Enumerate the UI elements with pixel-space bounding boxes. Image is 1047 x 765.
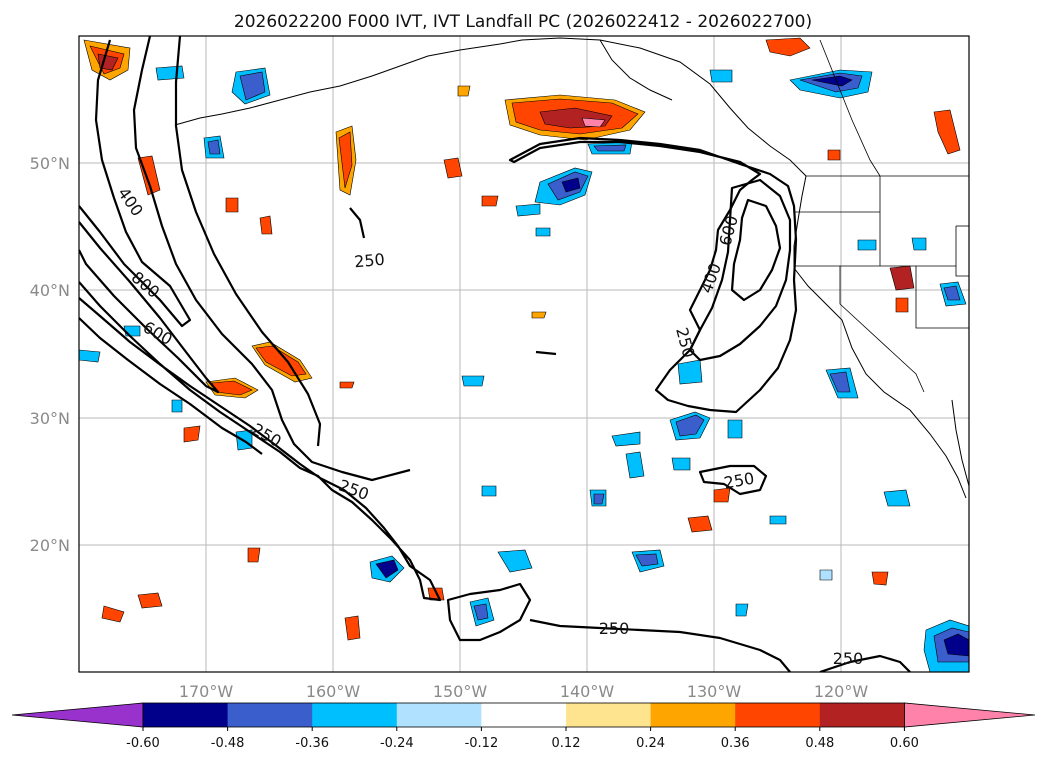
ivt-contours: [79, 36, 911, 672]
colorbar-swatch: [819, 703, 905, 727]
figure-title: 2026022200 F000 IVT, IVT Landfall PC (20…: [234, 12, 812, 32]
ivt-contour-label-250-southeast: 250: [833, 649, 864, 668]
colorbar-tick-label: -0.36: [295, 736, 329, 751]
y-tick-label: 20°N: [30, 536, 70, 555]
colorbar-tick-label: -0.24: [380, 736, 414, 751]
colorbar-swatch: [566, 703, 652, 727]
negative-ivt-pc-regions: [79, 65, 969, 672]
y-tick-label: 40°N: [30, 281, 70, 300]
colorbar-swatch: [227, 703, 313, 727]
colorbar-tick-label: -0.48: [211, 736, 245, 751]
x-tick-label: 130°W: [687, 682, 742, 701]
colorbar-swatch: [650, 703, 736, 727]
colorbar-swatch: [735, 703, 821, 727]
colorbar-tick-label: 0.36: [721, 736, 750, 751]
colorbar-tick-label: -0.12: [465, 736, 499, 751]
graticule: [79, 36, 969, 672]
colorbar-tick-label: 0.48: [805, 736, 834, 751]
colorbar: -0.60 -0.48 -0.36 -0.24 -0.12 0.12 0.24 0.36 0.4…: [11, 702, 1036, 751]
colorbar-tick-label: 0.12: [552, 736, 581, 751]
ivt-contour-label-250-north: 250: [353, 250, 385, 272]
x-tick-label: 170°W: [179, 682, 234, 701]
colorbar-tick-label: 0.60: [890, 736, 919, 751]
colorbar-swatch: [143, 703, 229, 727]
y-tick-label: 30°N: [30, 409, 70, 428]
map-frame: [78, 35, 970, 673]
x-tick-label: 160°W: [306, 682, 361, 701]
ivt-contour-label-250-south: 250: [599, 619, 630, 638]
colorbar-tick-label: -0.60: [126, 736, 160, 751]
colorbar-swatch: [396, 703, 482, 727]
y-tick-label: 50°N: [30, 154, 70, 173]
x-tick-label: 120°W: [814, 682, 869, 701]
colorbar-swatch: [481, 703, 567, 727]
x-tick-label: 140°W: [560, 682, 615, 701]
colorbar-extend-max: [904, 702, 1036, 728]
us-state-borders: [794, 39, 969, 393]
colorbar-tick-label: 0.24: [636, 736, 665, 751]
map-area: [79, 36, 969, 672]
y-axis-ticks: 50°N 40°N 30°N 20°N: [30, 154, 70, 555]
contour-labels: 400 800 600 250 250 250 250 400 600 250 …: [114, 184, 863, 668]
x-axis-ticks: 170°W 160°W 150°W 140°W 130°W 120°W: [179, 682, 869, 701]
colorbar-swatch: [312, 703, 398, 727]
positive-ivt-pc-regions: [83, 37, 961, 641]
x-tick-label: 150°W: [433, 682, 488, 701]
colorbar-extend-min: [11, 702, 144, 728]
colorbar-frame: [142, 702, 905, 728]
